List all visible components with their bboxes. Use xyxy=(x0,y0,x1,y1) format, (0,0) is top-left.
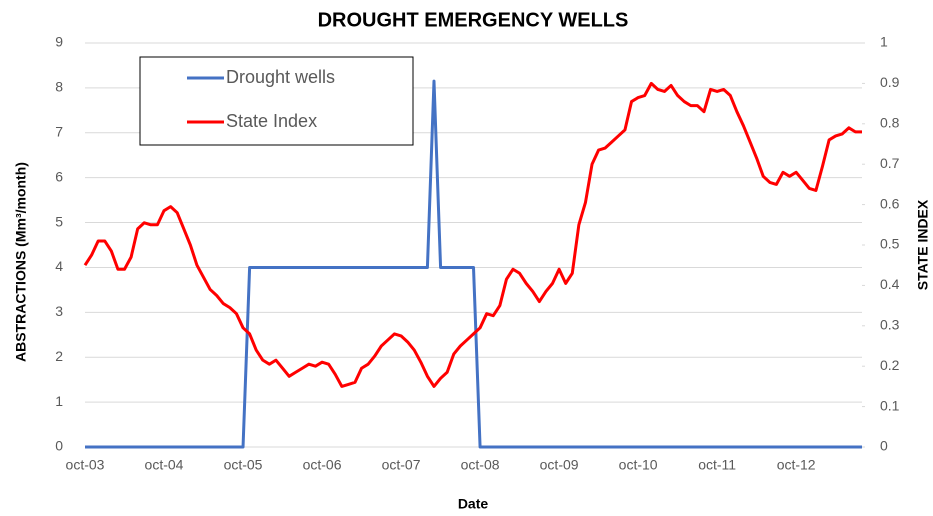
y-tick-label: 7 xyxy=(55,123,63,139)
x-tick-label: oct-08 xyxy=(461,457,500,473)
x-tick-label: oct-12 xyxy=(777,457,816,473)
x-tick-label: oct-09 xyxy=(540,457,579,473)
y-axis-label: ABSTRACTIONS (Mm³/month) xyxy=(13,162,29,362)
x-axis-label: Date xyxy=(458,496,489,512)
x-tick-label: oct-03 xyxy=(66,457,105,473)
y-tick-label: 9 xyxy=(55,34,63,50)
x-tick-label: oct-10 xyxy=(619,457,658,473)
grid: 0 1 2 3 4 5 6 7 8 9 0 0.1 0.2 0.3 0.4 0.5 0.6 0.7 0.8 0.9 1 o… xyxy=(55,34,899,473)
chart-title: DROUGHT EMERGENCY WELLS xyxy=(318,9,629,31)
y2-tick-label: 0.2 xyxy=(880,357,900,373)
legend-box xyxy=(139,56,414,146)
y2-tick-label: 0 xyxy=(880,438,888,454)
y2-tick-label: 0.6 xyxy=(880,195,900,211)
legend-label: State Index xyxy=(226,111,317,131)
y2-tick-label: 0.3 xyxy=(880,317,900,333)
y-tick-label: 3 xyxy=(55,303,63,319)
x-tick-label: oct-04 xyxy=(145,457,184,473)
y2-tick-label: 0.7 xyxy=(880,155,900,171)
data-line xyxy=(83,81,862,388)
x-tick-label: oct-06 xyxy=(303,457,342,473)
y2-tick-label: 0.9 xyxy=(880,74,900,90)
y2-tick-label: 0.5 xyxy=(880,236,900,252)
data-line xyxy=(85,79,862,449)
y2-tick-label: 0.1 xyxy=(880,397,900,413)
x-tick-label: oct-11 xyxy=(698,457,736,473)
y2-tick-label: 0.8 xyxy=(880,115,900,131)
x-tick-label: oct-05 xyxy=(224,457,263,473)
y-tick-label: 8 xyxy=(55,79,63,95)
y2-axis-label: STATE INDEX xyxy=(915,199,931,290)
y-tick-label: 4 xyxy=(55,258,63,274)
y-tick-label: 5 xyxy=(55,213,63,229)
y2-tick-label: 0.4 xyxy=(880,276,900,292)
legend: Drought wells State Index xyxy=(139,56,414,146)
y-tick-label: 6 xyxy=(55,168,63,184)
y-tick-label: 1 xyxy=(55,393,63,409)
y-tick-label: 2 xyxy=(55,348,63,364)
legend-label: Drought wells xyxy=(226,67,335,87)
y-tick-label: 0 xyxy=(55,438,63,454)
x-tick-label: oct-07 xyxy=(382,457,421,473)
plot-area xyxy=(83,79,862,449)
y2-tick-label: 1 xyxy=(880,34,888,50)
